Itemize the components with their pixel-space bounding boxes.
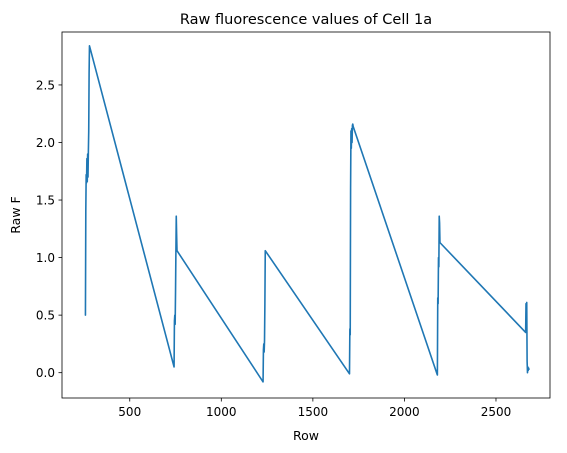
x-tick-label: 1500 bbox=[298, 405, 329, 419]
chart-title: Raw fluorescence values of Cell 1a bbox=[180, 12, 432, 28]
y-tick-label: 0.5 bbox=[36, 309, 55, 323]
series-line bbox=[84, 45, 530, 383]
y-tick-label: 2.0 bbox=[36, 136, 55, 150]
x-axis: 500 1000 1500 2000 2500 bbox=[118, 398, 511, 419]
series-group bbox=[84, 45, 530, 383]
plot-frame bbox=[61, 31, 551, 399]
y-tick-label: 1.0 bbox=[36, 251, 55, 265]
x-tick-label: 2000 bbox=[389, 405, 420, 419]
y-tick-label: 0.0 bbox=[36, 366, 55, 380]
x-tick-label: 1000 bbox=[206, 405, 237, 419]
y-axis: 0.0 0.5 1.0 1.5 2.0 2.5 bbox=[36, 78, 62, 380]
y-axis-label: Raw F bbox=[8, 196, 23, 233]
y-tick-label: 1.5 bbox=[36, 194, 55, 208]
x-axis-label: Row bbox=[293, 428, 319, 443]
x-tick-label: 2500 bbox=[481, 405, 512, 419]
y-tick-label: 2.5 bbox=[36, 78, 55, 92]
x-tick-label: 500 bbox=[118, 405, 141, 419]
